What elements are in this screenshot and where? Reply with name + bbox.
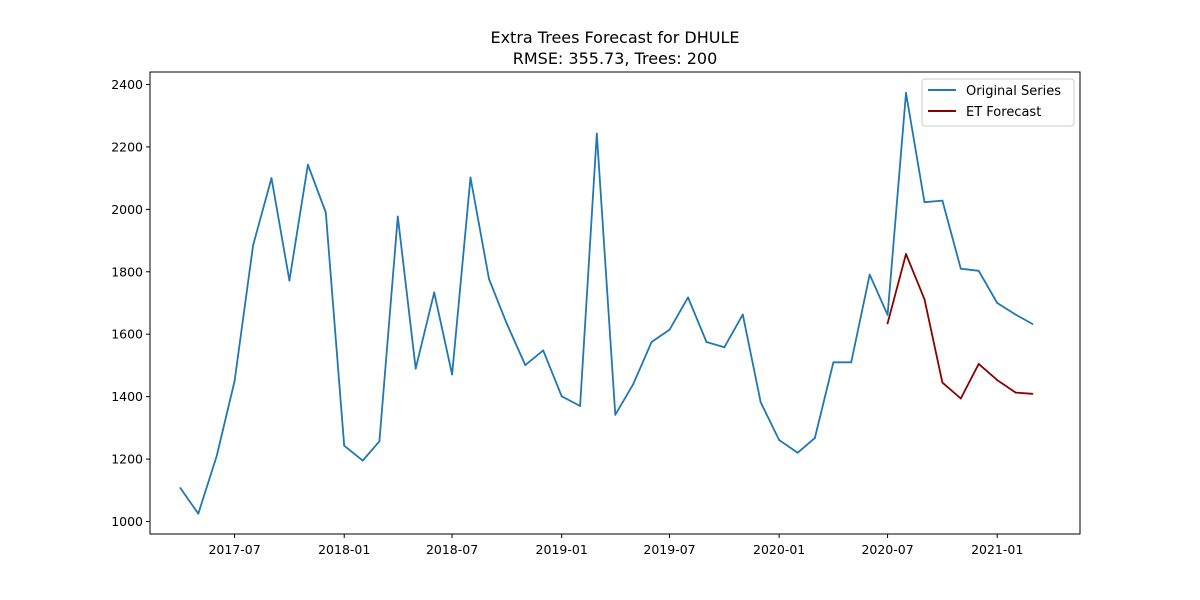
data-point-original-series	[506, 323, 508, 325]
x-tick-label: 2018-07	[426, 542, 478, 557]
data-point-et-forecast	[923, 298, 926, 301]
data-point-original-series	[723, 346, 726, 349]
data-point-original-series	[396, 215, 399, 218]
x-tick-label: 2018-01	[318, 542, 370, 557]
data-point-original-series	[850, 361, 853, 364]
data-point-original-series	[378, 440, 381, 443]
y-tick-label: 2200	[111, 139, 143, 154]
x-tick-label: 2021-01	[971, 542, 1023, 557]
y-tick-label: 1200	[111, 452, 143, 467]
data-point-original-series	[197, 512, 200, 515]
data-point-original-series	[1014, 313, 1017, 316]
data-point-original-series	[524, 364, 527, 366]
plot-frame	[149, 71, 1081, 535]
data-point-original-series	[307, 163, 309, 166]
data-point-original-series	[414, 367, 417, 370]
data-point-original-series	[832, 361, 835, 364]
legend-box	[921, 78, 1075, 127]
axis-layer: 1000 1200 1400 1600 1800 2000 2200 2400 2017-07 2…	[111, 77, 1023, 557]
data-point-original-series	[923, 201, 926, 204]
chart-title: Extra Trees Forecast for DHULE	[490, 28, 739, 47]
data-point-original-series	[759, 401, 762, 404]
data-point-original-series	[650, 341, 653, 343]
data-point-et-forecast	[977, 363, 980, 365]
y-tick-label: 1000	[111, 514, 143, 529]
data-point-original-series	[687, 296, 689, 299]
data-point-original-series	[996, 302, 999, 304]
data-point-original-series	[488, 278, 490, 280]
data-point-original-series	[324, 211, 327, 214]
data-point-original-series	[270, 177, 273, 180]
data-point-original-series	[796, 451, 799, 454]
data-point-original-series	[179, 487, 182, 489]
x-tick-label: 2017-07	[208, 542, 260, 557]
x-tick-label: 2019-07	[643, 542, 695, 557]
x-tick-label: 2020-01	[753, 542, 805, 557]
data-point-original-series	[288, 279, 291, 282]
data-point-original-series	[868, 273, 871, 276]
data-point-original-series	[632, 383, 635, 386]
data-point-et-forecast	[941, 381, 944, 384]
x-tick-label: 2020-07	[861, 542, 913, 557]
legend-label-et-forecast: ET Forecast	[966, 105, 1041, 120]
data-point-et-forecast	[1031, 392, 1034, 395]
data-point-et-forecast	[959, 397, 962, 400]
data-point-original-series	[343, 444, 346, 447]
data-point-original-series	[614, 413, 617, 416]
legend-label-original-series: Original Series	[966, 84, 1061, 99]
y-tick-label: 2400	[111, 77, 143, 92]
data-point-original-series	[1031, 323, 1034, 325]
data-point-original-series	[361, 459, 364, 462]
y-tick-label: 2000	[111, 202, 143, 217]
y-tick-label: 1400	[111, 389, 143, 404]
data-point-original-series	[905, 92, 907, 94]
data-point-original-series	[668, 328, 671, 331]
series-line-et-forecast	[886, 253, 1034, 400]
data-point-et-forecast	[905, 253, 907, 255]
data-point-original-series	[252, 244, 255, 247]
data-point-original-series	[560, 395, 563, 398]
series-layer	[179, 92, 1034, 515]
data-point-original-series	[778, 439, 780, 441]
y-tick-label: 1800	[111, 264, 143, 279]
data-point-original-series	[595, 132, 598, 135]
data-point-original-series	[705, 341, 708, 343]
data-point-et-forecast	[1014, 391, 1017, 394]
data-point-et-forecast	[996, 379, 999, 381]
x-tick-label: 2019-01	[536, 542, 588, 557]
data-point-original-series	[215, 455, 218, 457]
data-point-original-series	[741, 313, 744, 316]
data-point-et-forecast	[886, 322, 889, 325]
legend: Original Series ET Forecast	[921, 78, 1075, 127]
data-point-original-series	[451, 373, 453, 376]
data-point-original-series	[433, 291, 436, 294]
chart-subtitle: RMSE: 355.73, Trees: 200	[513, 49, 718, 68]
series-line-original-series	[179, 92, 1034, 515]
data-point-original-series	[579, 405, 581, 407]
data-point-original-series	[886, 314, 889, 316]
data-point-original-series	[959, 267, 962, 270]
data-point-original-series	[469, 176, 472, 179]
data-point-original-series	[233, 380, 236, 382]
data-point-original-series	[814, 437, 816, 439]
data-point-original-series	[977, 269, 980, 272]
y-tick-label: 1600	[111, 327, 143, 342]
data-point-original-series	[542, 349, 545, 352]
data-point-original-series	[941, 199, 944, 202]
